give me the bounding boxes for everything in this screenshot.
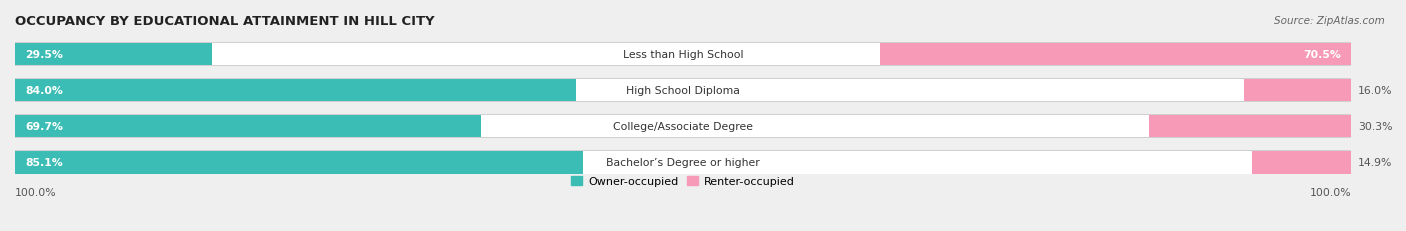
Text: 70.5%: 70.5% — [1303, 50, 1341, 60]
Text: High School Diploma: High School Diploma — [626, 86, 740, 96]
Bar — [15, 80, 576, 102]
Bar — [15, 115, 1351, 139]
Bar — [1149, 116, 1351, 138]
Text: 29.5%: 29.5% — [25, 50, 63, 60]
Text: 69.7%: 69.7% — [25, 122, 63, 132]
Text: 84.0%: 84.0% — [25, 86, 63, 96]
Text: 16.0%: 16.0% — [1358, 86, 1392, 96]
Bar — [15, 44, 1351, 66]
Text: College/Associate Degree: College/Associate Degree — [613, 122, 754, 132]
Bar — [1251, 152, 1351, 174]
Text: 85.1%: 85.1% — [25, 158, 63, 168]
Bar — [15, 43, 1351, 67]
Bar — [15, 152, 583, 174]
Text: OCCUPANCY BY EDUCATIONAL ATTAINMENT IN HILL CITY: OCCUPANCY BY EDUCATIONAL ATTAINMENT IN H… — [15, 15, 434, 28]
Bar — [880, 44, 1351, 66]
Bar — [15, 79, 1351, 103]
Text: 100.0%: 100.0% — [15, 187, 56, 197]
Bar — [15, 116, 481, 138]
Legend: Owner-occupied, Renter-occupied: Owner-occupied, Renter-occupied — [567, 172, 799, 191]
Text: Source: ZipAtlas.com: Source: ZipAtlas.com — [1274, 16, 1385, 26]
Text: 30.3%: 30.3% — [1358, 122, 1392, 132]
Text: Bachelor’s Degree or higher: Bachelor’s Degree or higher — [606, 158, 759, 168]
Bar — [15, 44, 212, 66]
Bar — [15, 152, 1351, 174]
Bar — [15, 116, 1351, 138]
Bar — [1244, 80, 1351, 102]
Text: Less than High School: Less than High School — [623, 50, 744, 60]
Bar — [15, 151, 1351, 175]
Text: 100.0%: 100.0% — [1309, 187, 1351, 197]
Bar — [15, 80, 1351, 102]
Text: 14.9%: 14.9% — [1358, 158, 1392, 168]
